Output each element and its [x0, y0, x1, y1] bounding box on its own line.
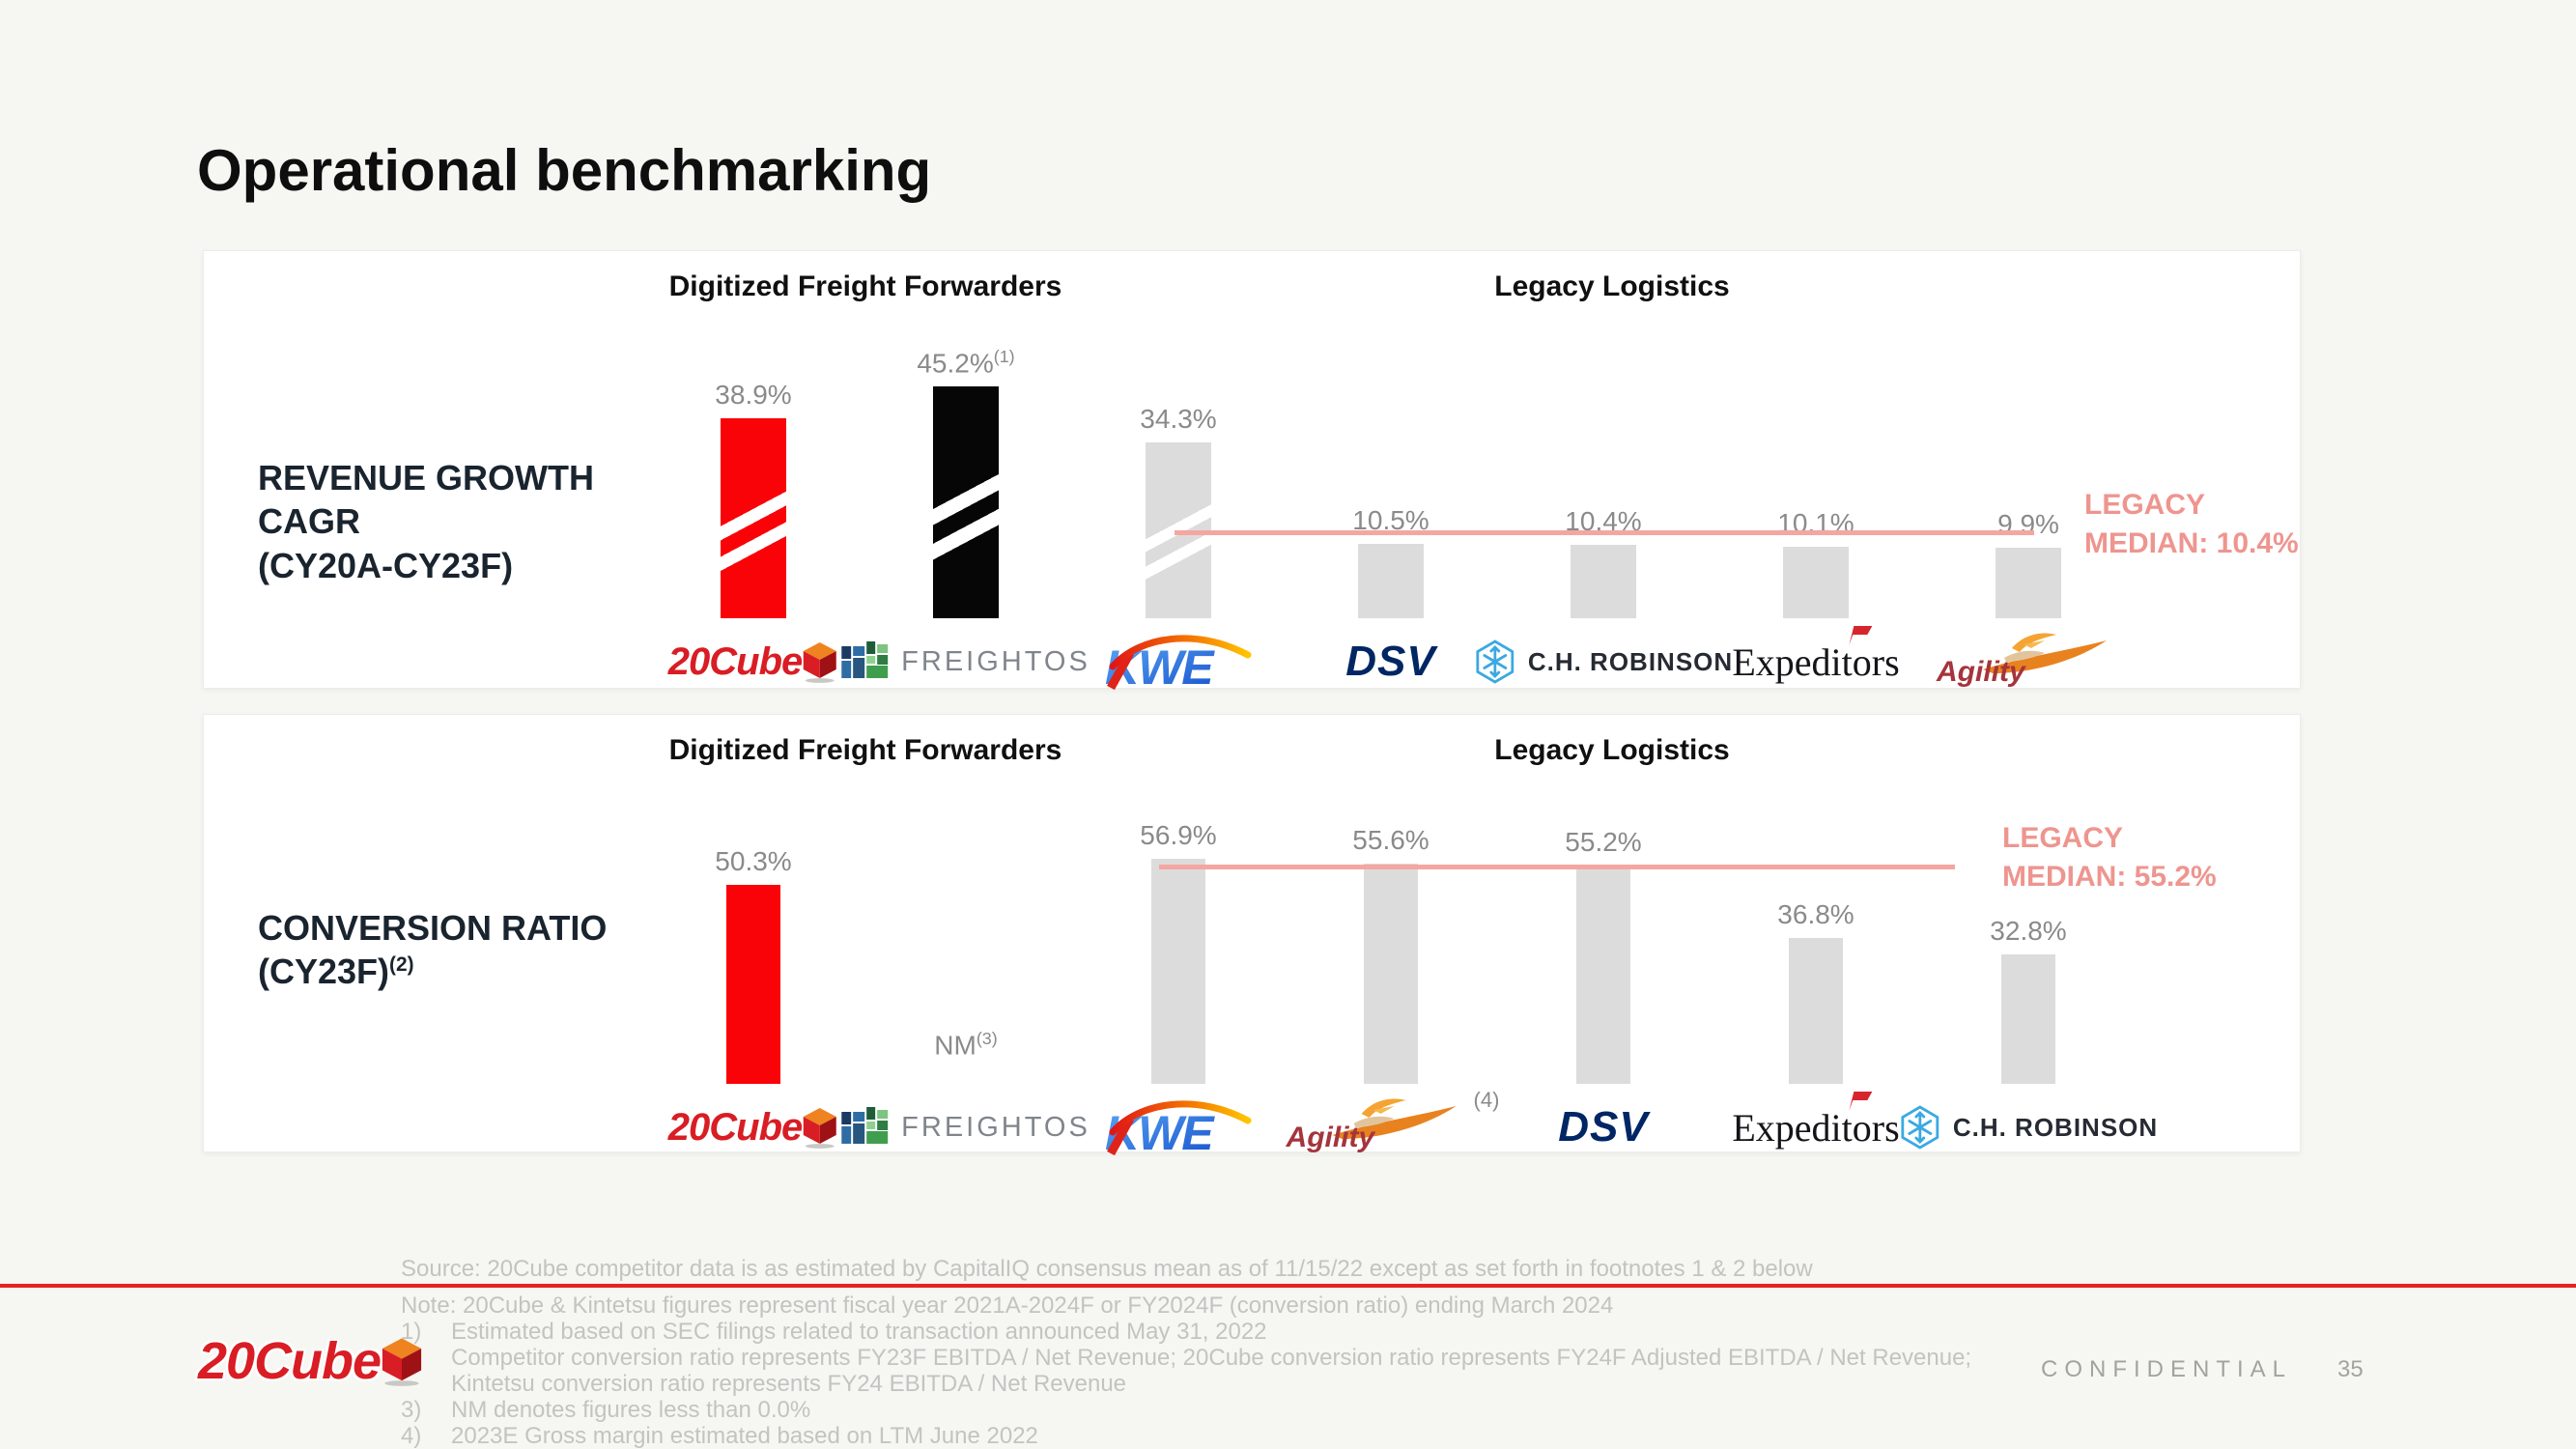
bar-20cube	[721, 418, 786, 618]
row-label-conversion: CONVERSION RATIO (CY23F)(2)	[258, 908, 608, 992]
median-line-conversion	[1159, 865, 1955, 869]
logo-slot-kwe: KWE	[1101, 1095, 1256, 1159]
logo-slot-dsv: DSV	[1345, 630, 1435, 694]
revenue-growth-panel: Digitized Freight Forwarders Legacy Logis…	[203, 250, 2301, 692]
page-title: Operational benchmarking	[197, 138, 932, 203]
logo-slot-expeditors: Expeditors	[1732, 625, 1900, 694]
median-label-revenue: LEGACY MEDIAN: 10.4%	[2084, 489, 2299, 559]
logo-slot-c-h-robinson: C.H. ROBINSON	[1899, 1095, 2158, 1159]
logo-slot-20cube: 20Cube	[668, 630, 839, 694]
logo-agility: Agility	[1287, 1098, 1470, 1156]
logo-kwe: KWE	[1101, 632, 1256, 692]
conversion-ratio-panel: Digitized Freight Forwarders Legacy Logis…	[203, 714, 2301, 1157]
logo-slot-dsv: DSV	[1558, 1095, 1648, 1159]
logo-agility: Agility	[1937, 633, 2120, 691]
footnote-3: 3) NM denotes figures less than 0.0%	[401, 1397, 811, 1423]
bar-20cube	[726, 885, 780, 1084]
page-number: 35	[2337, 1356, 2364, 1382]
source-note: Source: 20Cube competitor data is as est…	[401, 1256, 1813, 1282]
logo-20cube: 20Cube	[198, 1331, 425, 1391]
row-label-revenue: REVENUE GROWTH CAGR (CY20A-CY23F)	[258, 458, 595, 585]
bar-c-h-robinson	[1571, 545, 1636, 618]
footnote-1: 1) Estimated based on SEC filings related…	[401, 1319, 1267, 1345]
expeditors-flag-icon	[1849, 625, 1873, 645]
cube-icon	[382, 1338, 422, 1386]
agility-swoosh-icon	[1332, 1098, 1457, 1139]
group-header-legacy: Legacy Logistics	[1494, 734, 1730, 766]
median-line-revenue	[1175, 530, 2034, 535]
group-header-digitized: Digitized Freight Forwarders	[668, 270, 1062, 302]
expeditors-flag-icon	[1849, 1091, 1873, 1111]
logo-expeditors: Expeditors	[1732, 1091, 1900, 1151]
value-label-agility: 9.9%	[1997, 509, 2059, 539]
agility-swoosh-icon	[1983, 633, 2107, 673]
value-label-dsv: 55.2%	[1565, 827, 1642, 857]
bar-c-h-robinson	[2001, 954, 2055, 1084]
kwe-wordmark-icon: KWE	[1105, 635, 1252, 692]
logo-freightos: FREIGHTOS	[841, 641, 1090, 682]
logo-20cube: 20Cube	[668, 1106, 839, 1150]
footnote-note-line: Note: 20Cube & Kintetsu figures represen…	[401, 1293, 1614, 1319]
value-label-freightos: 45.2%(1)	[917, 346, 1015, 378]
bar-kwe	[1151, 859, 1205, 1084]
median-label-conversion: LEGACY MEDIAN: 55.2%	[2002, 822, 2217, 893]
logo-slot-agility: Agility (4)	[1287, 1088, 1500, 1159]
ch-robinson-hexagon-icon	[1476, 639, 1514, 684]
ch-robinson-hexagon-icon	[1901, 1105, 1939, 1150]
logo-slot-kwe: KWE	[1101, 630, 1256, 694]
footer-divider	[0, 1284, 2576, 1288]
logo-slot-c-h-robinson: C.H. ROBINSON	[1474, 630, 1733, 694]
footnote-2: 2)Competitor conversion ratio represents…	[401, 1345, 1972, 1397]
logo-slot-expeditors: Expeditors	[1732, 1091, 1900, 1159]
bar-freightos	[933, 386, 999, 618]
group-header-legacy: Legacy Logistics	[1494, 270, 1730, 302]
value-label-c-h-robinson: 32.8%	[1990, 916, 2067, 946]
logo-dsv: DSV	[1345, 638, 1436, 685]
footnote-4: 4) 2023E Gross margin estimated based on …	[401, 1423, 1038, 1449]
value-label-kwe: 56.9%	[1140, 820, 1217, 850]
value-label-agility: 55.6%	[1352, 825, 1430, 855]
value-label-freightos: NM(3)	[934, 1028, 998, 1060]
value-label-kwe: 34.3%	[1140, 404, 1217, 434]
confidential-label: CONFIDENTIAL	[2041, 1356, 2293, 1382]
logo-footnote: (4)	[1473, 1088, 1500, 1112]
logo-slot-freightos: FREIGHTOS	[841, 630, 1090, 694]
logo-ch-robinson: C.H. ROBINSON	[1899, 1104, 2158, 1151]
value-label-expeditors: 36.8%	[1777, 899, 1854, 929]
bar-agility	[1996, 548, 2061, 618]
cube-icon	[803, 642, 836, 683]
freightos-mosaic-icon	[841, 1107, 889, 1144]
freightos-mosaic-icon	[841, 641, 889, 678]
group-header-digitized: Digitized Freight Forwarders	[668, 734, 1062, 766]
footer-logo: 20Cube	[198, 1331, 425, 1391]
logo-kwe: KWE	[1101, 1097, 1256, 1157]
value-label-20cube: 50.3%	[715, 846, 792, 876]
logo-freightos: FREIGHTOS	[841, 1107, 1090, 1148]
kwe-wordmark-icon: KWE	[1105, 1100, 1252, 1157]
logo-dsv: DSV	[1558, 1103, 1649, 1151]
bar-expeditors	[1789, 938, 1843, 1084]
bar-dsv	[1358, 544, 1424, 618]
logo-slot-freightos: FREIGHTOS	[841, 1095, 1090, 1159]
bar-dsv	[1576, 866, 1630, 1084]
cube-icon	[803, 1108, 836, 1149]
bar-agility	[1364, 864, 1418, 1084]
logo-20cube: 20Cube	[668, 640, 839, 684]
logo-slot-20cube: 20Cube	[668, 1095, 839, 1159]
footnotes-block: Note: 20Cube & Kintetsu figures represen…	[401, 1293, 1971, 1449]
bar-expeditors	[1783, 547, 1849, 618]
logo-expeditors: Expeditors	[1732, 625, 1900, 685]
value-label-dsv: 10.5%	[1352, 505, 1430, 535]
logo-ch-robinson: C.H. ROBINSON	[1474, 639, 1733, 685]
value-label-20cube: 38.9%	[715, 380, 792, 410]
logo-slot-agility: Agility	[1937, 630, 2120, 694]
